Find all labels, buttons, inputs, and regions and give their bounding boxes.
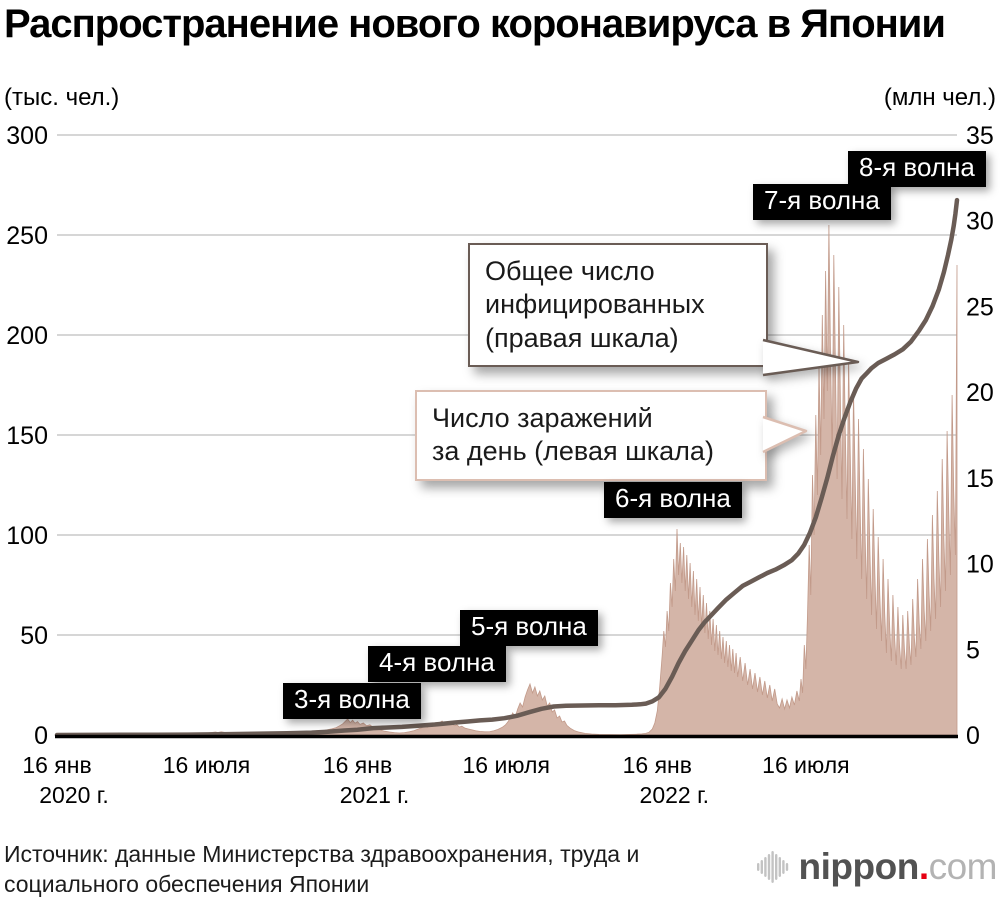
svg-text:25: 25 xyxy=(966,293,994,321)
wave-label-7: 7-я волна xyxy=(753,184,891,220)
svg-text:10: 10 xyxy=(966,551,994,579)
svg-text:2020 г.: 2020 г. xyxy=(39,782,109,808)
svg-text:16 июля: 16 июля xyxy=(762,752,849,778)
wave-label-8: 8-я волна xyxy=(848,151,986,187)
right-axis-unit: (млн чел.) xyxy=(883,84,996,111)
svg-text:50: 50 xyxy=(20,622,48,650)
chart-title: Распространение нового коронавируса в Яп… xyxy=(4,2,946,46)
svg-text:16 янв: 16 янв xyxy=(623,752,692,778)
svg-text:200: 200 xyxy=(6,322,48,350)
logo-tld: com xyxy=(928,846,998,887)
svg-text:100: 100 xyxy=(6,522,48,550)
soundwave-icon xyxy=(756,851,788,883)
svg-text:15: 15 xyxy=(966,465,994,493)
left-axis-unit: (тыс. чел.) xyxy=(4,84,120,111)
callout-total-line: Общее число xyxy=(485,256,655,286)
svg-text:16 янв: 16 янв xyxy=(323,752,392,778)
svg-text:35: 35 xyxy=(966,122,994,150)
source-line-2: социального обеспечения Японии xyxy=(4,871,370,898)
svg-text:300: 300 xyxy=(6,122,48,150)
callout-total-line: (правая шкала) xyxy=(485,322,679,353)
svg-text:20: 20 xyxy=(966,379,994,407)
callout-total-infections: Общее число инфицированных (правая шкала… xyxy=(468,243,768,368)
svg-text:16 июля: 16 июля xyxy=(462,752,549,778)
svg-text:16 июля: 16 июля xyxy=(163,752,250,778)
svg-text:250: 250 xyxy=(6,222,48,250)
logo-wordmark: nippon.com xyxy=(798,846,998,888)
svg-text:0: 0 xyxy=(34,722,48,750)
wave-label-4: 4-я волна xyxy=(368,646,506,682)
callout-daily-line: за день (левая шкала) xyxy=(432,436,714,467)
svg-text:30: 30 xyxy=(966,208,994,236)
callout-total-line: инфицированных xyxy=(485,289,705,320)
logo-dot: . xyxy=(918,846,929,887)
source-line-1: Источник: данные Министерства здравоохра… xyxy=(4,841,640,867)
wave-label-3: 3-я волна xyxy=(283,683,421,719)
nippon-logo: nippon.com xyxy=(756,846,998,888)
source-note: Источник: данные Министерства здравоохра… xyxy=(4,839,639,898)
svg-text:5: 5 xyxy=(966,636,980,664)
wave-label-6: 6-я волна xyxy=(604,482,742,518)
svg-text:0: 0 xyxy=(966,722,980,750)
svg-text:2022 г.: 2022 г. xyxy=(640,782,710,808)
logo-brand: nippon xyxy=(798,846,920,887)
svg-text:150: 150 xyxy=(6,422,48,450)
svg-text:16 янв: 16 янв xyxy=(22,752,91,778)
callout-daily-cases: Число заражений за день (левая шкала) xyxy=(415,390,767,481)
svg-text:2021 г.: 2021 г. xyxy=(340,782,410,808)
callout-daily-line: Число заражений xyxy=(432,403,653,433)
wave-label-5: 5-я волна xyxy=(460,610,598,646)
